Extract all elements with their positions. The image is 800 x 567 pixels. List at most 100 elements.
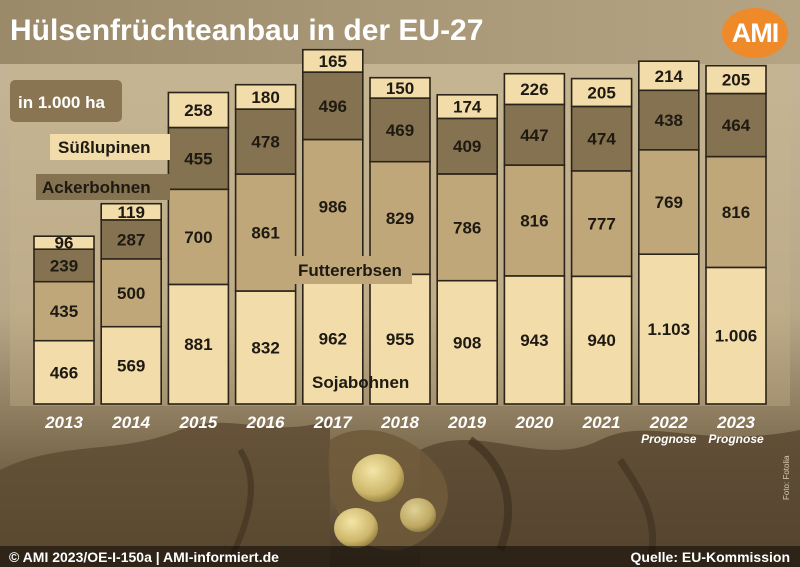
bar-segment-futtererbsen-2017 [301, 138, 364, 275]
data-label-ackerbohnen-2021: 474 [587, 130, 616, 149]
x-tick-label-2019: 2019 [447, 413, 486, 432]
data-label-ackerbohnen-2023: 464 [722, 116, 751, 135]
bar-segment-futtererbsen-2020 [503, 164, 566, 277]
bar-segment-sojabohnen-2018 [369, 273, 431, 405]
data-label-suesslupinen-2022: 214 [655, 67, 684, 86]
bar-segment-suesslupinen-2021 [570, 77, 633, 108]
data-label-sojabohnen-2021: 940 [587, 331, 615, 350]
bar-segment-futtererbsen-2018 [369, 160, 431, 276]
data-label-futtererbsen-2017: 986 [319, 197, 347, 216]
data-label-ackerbohnen-2017: 496 [319, 97, 347, 116]
data-label-suesslupinen-2021: 205 [587, 84, 615, 103]
data-label-futtererbsen-2023: 816 [722, 203, 750, 222]
bar-segment-futtererbsen-2013 [33, 280, 95, 342]
bar-segment-ackerbohnen-2015 [167, 126, 230, 191]
legend-box-futtererbsen [294, 256, 412, 284]
data-label-sojabohnen-2013: 466 [50, 363, 78, 382]
data-label-sojabohnen-2015: 881 [184, 335, 212, 354]
data-label-ackerbohnen-2016: 478 [251, 133, 279, 152]
data-label-ackerbohnen-2014: 287 [117, 230, 145, 249]
data-label-sojabohnen-2018: 955 [386, 330, 414, 349]
bar-segment-ackerbohnen-2017 [301, 71, 364, 141]
data-label-futtererbsen-2015: 700 [184, 228, 212, 247]
data-label-futtererbsen-2019: 786 [453, 218, 481, 237]
legend-label-sojabohnen: Sojabohnen [312, 373, 409, 392]
bar-segment-suesslupinen-2018 [369, 76, 431, 99]
bar-segment-ackerbohnen-2016 [234, 108, 297, 175]
bar-segment-sojabohnen-2015 [167, 283, 230, 405]
data-label-suesslupinen-2020: 226 [520, 80, 548, 99]
bar-segment-suesslupinen-2022 [637, 60, 700, 92]
data-label-futtererbsen-2022: 769 [655, 193, 683, 212]
data-label-suesslupinen-2019: 174 [453, 98, 482, 117]
x-tick-note-2023: Prognose [708, 432, 764, 446]
data-label-futtererbsen-2018: 829 [386, 209, 414, 228]
data-label-suesslupinen-2013: 96 [55, 234, 74, 253]
source-text: Quelle: EU-Kommission [630, 549, 790, 565]
legend-label-futtererbsen: Futtererbsen [298, 261, 402, 280]
bar-segment-sojabohnen-2023 [705, 266, 767, 405]
bar-segment-futtererbsen-2022 [637, 149, 700, 256]
bar-segment-suesslupinen-2015 [167, 91, 230, 129]
data-label-futtererbsen-2021: 777 [587, 215, 615, 234]
bar-segment-futtererbsen-2016 [234, 173, 297, 292]
data-label-sojabohnen-2020: 943 [520, 331, 548, 350]
data-label-ackerbohnen-2015: 455 [184, 149, 212, 168]
data-label-suesslupinen-2017: 165 [319, 52, 347, 71]
bar-segment-suesslupinen-2014 [100, 202, 162, 221]
data-label-sojabohnen-2023: 1.006 [715, 327, 758, 346]
legend-label-ackerbohnen: Ackerbohnen [42, 178, 151, 197]
data-label-sojabohnen-2017: 962 [319, 330, 347, 349]
data-label-suesslupinen-2023: 205 [722, 71, 750, 90]
legend-box-suesslupinen [50, 134, 170, 160]
bar-segment-sojabohnen-2021 [570, 275, 633, 405]
data-label-ackerbohnen-2018: 469 [386, 121, 414, 140]
bar-segment-futtererbsen-2021 [570, 170, 633, 278]
data-label-futtererbsen-2013: 435 [50, 302, 78, 321]
bar-segment-suesslupinen-2017 [301, 48, 364, 73]
bar-segment-futtererbsen-2014 [100, 257, 162, 328]
bar-segment-ackerbohnen-2013 [33, 248, 95, 283]
x-tick-label-2018: 2018 [380, 413, 419, 432]
data-label-suesslupinen-2018: 150 [386, 79, 414, 98]
x-tick-label-2022: 2022 [649, 413, 688, 432]
data-label-ackerbohnen-2022: 438 [655, 111, 683, 130]
x-tick-label-2015: 2015 [178, 413, 217, 432]
bar-segment-suesslupinen-2019 [436, 94, 499, 120]
legend-box-ackerbohnen [36, 174, 170, 200]
bar-segment-ackerbohnen-2014 [100, 219, 162, 260]
footer-bar [0, 546, 800, 567]
chart-title: Hülsenfrüchteanbau in der EU-27 [10, 14, 484, 47]
data-label-ackerbohnen-2019: 409 [453, 137, 481, 156]
unit-label: in 1.000 ha [18, 93, 105, 112]
x-tick-label-2017: 2017 [313, 413, 353, 432]
title-bar [0, 0, 800, 64]
bar-segment-sojabohnen-2019 [436, 279, 499, 405]
bar-segment-futtererbsen-2023 [705, 155, 767, 269]
x-tick-label-2014: 2014 [111, 413, 150, 432]
data-label-sojabohnen-2016: 832 [251, 339, 279, 358]
data-label-suesslupinen-2015: 258 [184, 101, 212, 120]
bar-segment-ackerbohnen-2023 [705, 92, 767, 158]
x-tick-label-2020: 2020 [514, 413, 553, 432]
x-tick-label-2021: 2021 [582, 413, 621, 432]
x-tick-label-2016: 2016 [246, 413, 285, 432]
data-label-sojabohnen-2019: 908 [453, 333, 481, 352]
data-label-suesslupinen-2016: 180 [251, 88, 279, 107]
bar-segment-suesslupinen-2023 [705, 64, 767, 95]
x-tick-label-2013: 2013 [44, 413, 83, 432]
data-label-sojabohnen-2014: 569 [117, 356, 145, 375]
x-tick-label-2023: 2023 [716, 413, 755, 432]
bar-segment-ackerbohnen-2018 [369, 97, 431, 163]
bar-segment-sojabohnen-2014 [100, 325, 162, 405]
x-tick-note-2022: Prognose [641, 432, 697, 446]
photo-credit: Foto: Fotolia [782, 455, 791, 500]
data-label-ackerbohnen-2013: 239 [50, 256, 78, 275]
data-label-suesslupinen-2014: 119 [117, 203, 144, 222]
ami-logo: AMI [722, 8, 788, 58]
copyright-text: © AMI 2023/OE-I-150a | AMI-informiert.de [9, 549, 279, 565]
data-label-futtererbsen-2020: 816 [520, 212, 548, 231]
data-label-sojabohnen-2022: 1.103 [648, 320, 691, 339]
